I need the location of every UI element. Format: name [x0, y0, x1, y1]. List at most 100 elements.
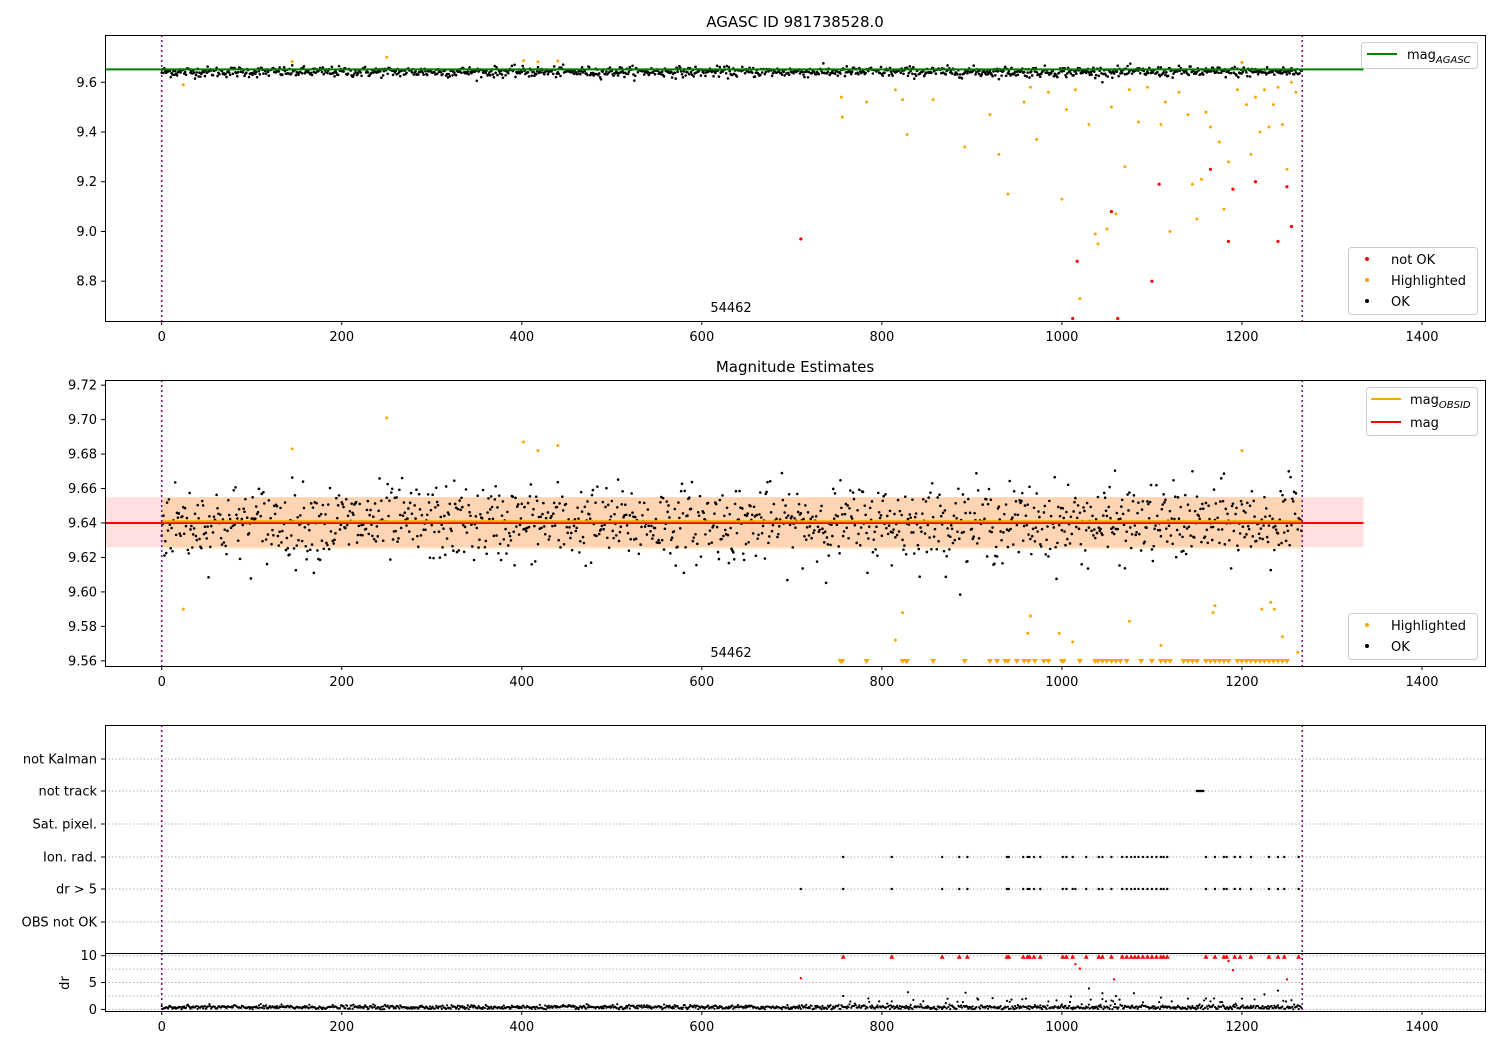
data-point-ok [1008, 479, 1011, 483]
data-point-highlighted [1280, 635, 1284, 639]
data-point-ok [454, 506, 458, 509]
data-point-ok [930, 547, 933, 551]
data-point-ok [405, 524, 408, 527]
data-point-ok [1011, 516, 1014, 519]
data-point-ok [1020, 1006, 1023, 1009]
data-point-ok [647, 524, 651, 528]
data-point-ok [1102, 514, 1105, 517]
data-point-ok [660, 538, 664, 542]
data-point-ok [927, 496, 930, 499]
data-point-ok [370, 523, 373, 526]
data-point-not-ok [1157, 182, 1161, 186]
data-point-ok [787, 73, 791, 77]
data-point-ok [1270, 1004, 1273, 1008]
data-point-ok [664, 1006, 667, 1009]
data-point-ok [1259, 527, 1263, 530]
data-point-ok [288, 553, 291, 556]
data-point-ok [1281, 493, 1284, 497]
data-point-not-ok [1237, 954, 1243, 959]
data-point-ok [487, 497, 490, 500]
data-point-ok [938, 493, 941, 497]
data-point-not-ok [1128, 954, 1134, 959]
data-point-ok [554, 1006, 558, 1009]
flag-point [1202, 789, 1205, 793]
x-tick-label: 400 [509, 1020, 534, 1035]
flag-point [1028, 855, 1031, 859]
data-point-ok [809, 517, 813, 521]
data-point-ok [519, 517, 523, 520]
data-point-ok [1269, 568, 1273, 572]
data-point-ok [866, 571, 869, 575]
data-point-ok [1004, 74, 1008, 78]
data-point-ok [191, 546, 194, 549]
data-point-ok [1288, 543, 1291, 547]
data-point-ok [997, 505, 1001, 509]
data-point-ok [333, 538, 336, 542]
data-point-ok [1161, 1004, 1164, 1007]
data-point-ok [1198, 517, 1201, 521]
data-point-ok [885, 526, 888, 530]
data-point-ok [1282, 999, 1285, 1002]
data-point-ok [785, 516, 788, 519]
data-point-highlighted [1240, 449, 1244, 453]
data-point-ok [767, 70, 770, 73]
data-point-ok [723, 528, 727, 532]
data-point-ok [1224, 1007, 1227, 1011]
data-point-ok [553, 524, 557, 527]
data-point-highlighted [1060, 197, 1064, 201]
data-point-ok [479, 75, 483, 79]
data-point-ok [474, 515, 478, 518]
flag-point [1204, 855, 1208, 859]
data-point-highlighted [1262, 88, 1266, 92]
data-point-highlighted [893, 88, 897, 92]
data-point-ok [500, 73, 504, 76]
data-point-highlighted [522, 59, 526, 63]
data-point-ok [485, 552, 488, 556]
flag-point [1065, 855, 1068, 859]
data-point-ok [1266, 1007, 1269, 1010]
flag-point [1039, 855, 1042, 859]
data-point-ok [354, 500, 358, 504]
data-point-ok [797, 502, 801, 506]
data-point-ok [1200, 540, 1203, 544]
data-point-ok [727, 65, 731, 69]
data-point-ok [626, 72, 630, 76]
data-point-below-range [863, 659, 870, 664]
flag-point [1267, 855, 1271, 859]
data-point-ok [949, 1008, 952, 1011]
data-point-ok [1155, 483, 1158, 487]
data-point-ok [1111, 1008, 1114, 1011]
flag-point [1032, 855, 1036, 859]
data-point-ok [732, 72, 736, 76]
data-point-ok [207, 1005, 210, 1008]
data-point-ok [1036, 530, 1039, 533]
data-point-ok [1297, 1007, 1300, 1011]
data-point-ok [1037, 510, 1040, 513]
data-point-ok [1078, 511, 1082, 515]
data-point-ok [1115, 511, 1119, 515]
data-point-ok [224, 544, 227, 548]
data-point-ok [619, 70, 623, 74]
data-point-ok [309, 502, 313, 505]
data-point-ok [626, 1006, 629, 1009]
data-point-ok [850, 1006, 853, 1009]
data-point-ok [680, 72, 684, 76]
data-point-ok [920, 530, 923, 533]
flag-point [1267, 887, 1271, 891]
data-point-ok [677, 501, 680, 504]
data-point-ok [850, 70, 854, 74]
data-point-ok [687, 72, 691, 76]
data-point-ok [1205, 1005, 1208, 1008]
data-point-ok [389, 558, 392, 561]
data-point-highlighted [1026, 631, 1030, 635]
data-point-ok [678, 66, 682, 69]
data-point [1087, 987, 1091, 990]
data-point-highlighted [1145, 85, 1149, 89]
data-point-ok [916, 543, 920, 547]
data-point-below-range [1076, 659, 1083, 664]
data-point-not-ok [1226, 239, 1231, 244]
data-point-ok [917, 547, 921, 551]
data-point-ok [581, 71, 585, 74]
data-point-ok [1272, 1007, 1275, 1010]
